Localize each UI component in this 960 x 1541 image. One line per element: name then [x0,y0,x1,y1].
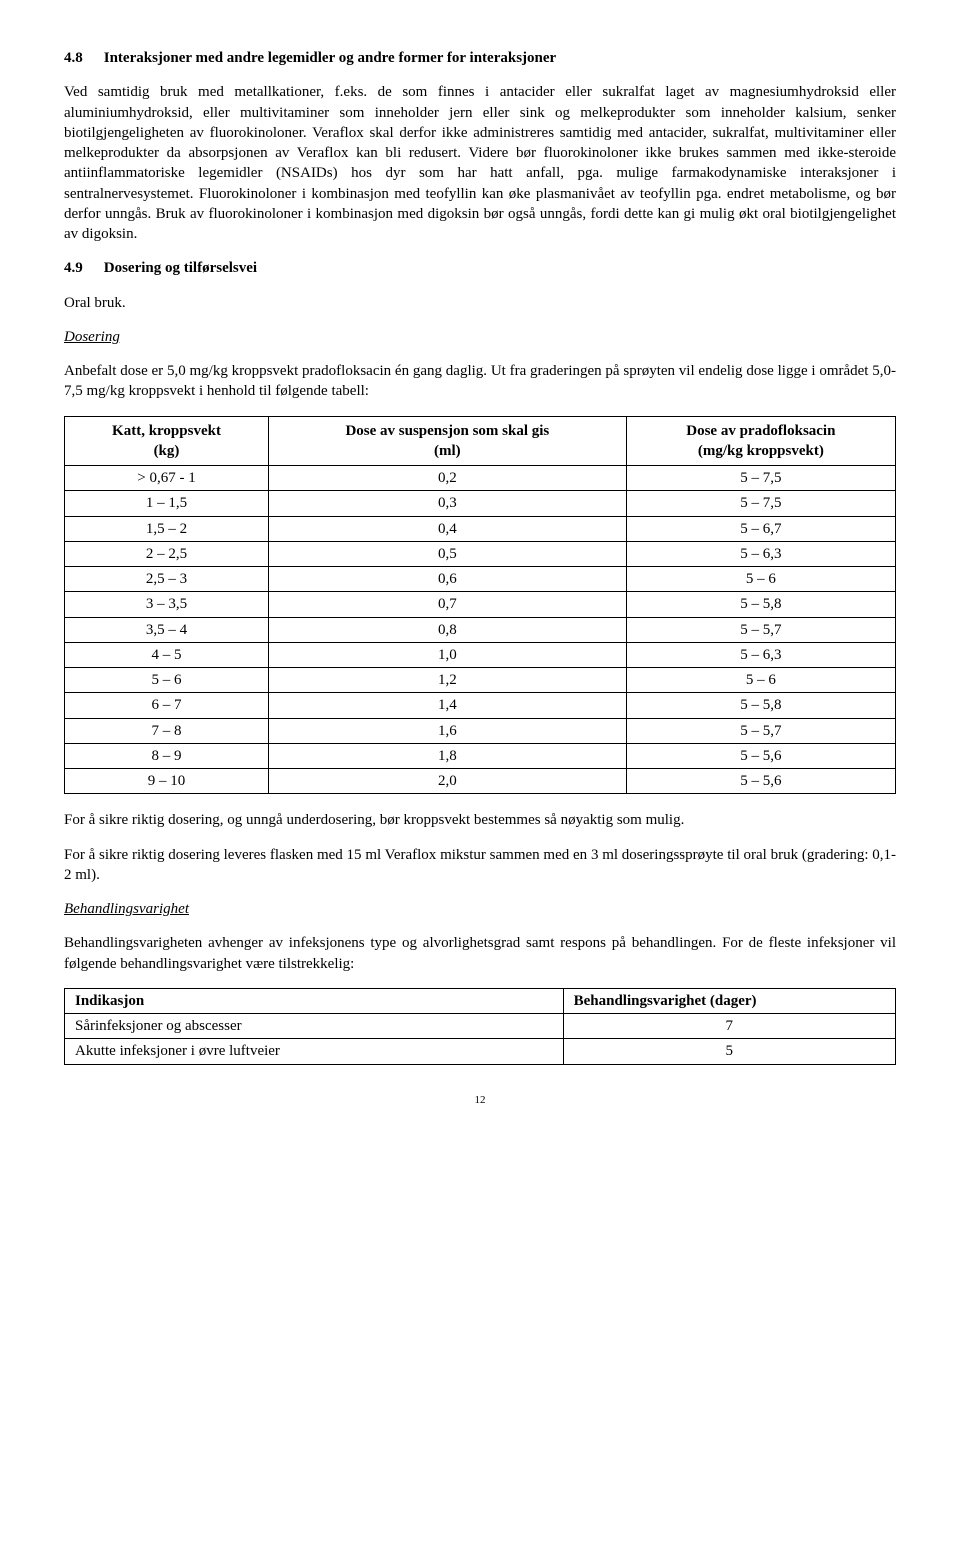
section-4-9-heading: 4.9 Dosering og tilførselsvei [64,258,896,278]
table-cell: Akutte infeksjoner i øvre luftveier [65,1039,564,1064]
table-row: > 0,67 - 10,25 – 7,5 [65,466,896,491]
table-cell: 0,6 [268,567,626,592]
oral-use-text: Oral bruk. [64,293,896,313]
table-cell: 2,5 – 3 [65,567,269,592]
table-cell: 2 – 2,5 [65,541,269,566]
section-number: 4.9 [64,258,100,278]
col-header-ml: Dose av suspensjon som skal gis (ml) [268,416,626,466]
col-header-weight: Katt, kroppsvekt (kg) [65,416,269,466]
table-cell: 5 – 5,7 [626,718,895,743]
table-cell: 5 – 5,6 [626,769,895,794]
table-row: 7 – 81,65 – 5,7 [65,718,896,743]
table-cell: 5 – 7,5 [626,491,895,516]
table-row: 2 – 2,50,55 – 6,3 [65,541,896,566]
table-row: 8 – 91,85 – 5,6 [65,743,896,768]
table-row: 4 – 51,05 – 6,3 [65,642,896,667]
table-header-row: Katt, kroppsvekt (kg) Dose av suspensjon… [65,416,896,466]
table-cell: 5 – 6,3 [626,541,895,566]
table-cell: 5 – 5,6 [626,743,895,768]
table-cell: 0,7 [268,592,626,617]
table-cell: 7 [563,1014,895,1039]
table-row: 1 – 1,50,35 – 7,5 [65,491,896,516]
table-cell: 1,4 [268,693,626,718]
table-cell: 8 – 9 [65,743,269,768]
table-cell: 5 – 7,5 [626,466,895,491]
table-row: 1,5 – 20,45 – 6,7 [65,516,896,541]
dosing-intro-paragraph: Anbefalt dose er 5,0 mg/kg kroppsvekt pr… [64,361,896,402]
dosing-note-2: For å sikre riktig dosering leveres flas… [64,845,896,886]
table-cell: 6 – 7 [65,693,269,718]
table-row: 5 – 61,25 – 6 [65,668,896,693]
section-title: Interaksjoner med andre legemidler og an… [104,50,556,66]
table-row: Akutte infeksjoner i øvre luftveier5 [65,1039,896,1064]
table-cell: 5 – 5,8 [626,693,895,718]
table-cell: 0,2 [268,466,626,491]
table-cell: 1,6 [268,718,626,743]
section-title: Dosering og tilførselsvei [104,260,257,276]
header-text: (kg) [154,443,180,459]
dosing-table: Katt, kroppsvekt (kg) Dose av suspensjon… [64,416,896,795]
table-cell: 5 – 6,7 [626,516,895,541]
table-row: 9 – 102,05 – 5,6 [65,769,896,794]
table-row: 2,5 – 30,65 – 6 [65,567,896,592]
table-row: 6 – 71,45 – 5,8 [65,693,896,718]
section-4-8-paragraph: Ved samtidig bruk med metallkationer, f.… [64,82,896,244]
dosing-note-1: For å sikre riktig dosering, og unngå un… [64,810,896,830]
page-number: 12 [64,1093,896,1108]
table-cell: 3,5 – 4 [65,617,269,642]
table-cell: 5 [563,1039,895,1064]
table-row: 3,5 – 40,85 – 5,7 [65,617,896,642]
dosing-subheading: Dosering [64,327,896,347]
table-cell: 0,8 [268,617,626,642]
table-cell: 5 – 6 [65,668,269,693]
duration-paragraph: Behandlingsvarigheten avhenger av infeks… [64,933,896,974]
section-number: 4.8 [64,48,100,68]
header-text: Dose av suspensjon som skal gis [345,423,549,439]
header-text: (ml) [434,443,461,459]
table-cell: 9 – 10 [65,769,269,794]
col-header-days: Behandlingsvarighet (dager) [563,988,895,1013]
table-cell: 5 – 5,8 [626,592,895,617]
table-cell: 2,0 [268,769,626,794]
table-cell: 5 – 6,3 [626,642,895,667]
table-cell: 5 – 6 [626,668,895,693]
table-cell: 0,5 [268,541,626,566]
table-cell: 1 – 1,5 [65,491,269,516]
duration-table: Indikasjon Behandlingsvarighet (dager) S… [64,988,896,1065]
table-cell: 1,0 [268,642,626,667]
col-header-dose: Dose av pradofloksacin (mg/kg kroppsvekt… [626,416,895,466]
col-header-indication: Indikasjon [65,988,564,1013]
table-row: 3 – 3,50,75 – 5,8 [65,592,896,617]
header-text: Katt, kroppsvekt [112,423,221,439]
header-text: (mg/kg kroppsvekt) [698,443,824,459]
header-text: Dose av pradofloksacin [686,423,835,439]
table-cell: 7 – 8 [65,718,269,743]
table-cell: 0,3 [268,491,626,516]
table-cell: 3 – 3,5 [65,592,269,617]
table-cell: 1,2 [268,668,626,693]
table-cell: 4 – 5 [65,642,269,667]
table-cell: > 0,67 - 1 [65,466,269,491]
section-4-8-heading: 4.8 Interaksjoner med andre legemidler o… [64,48,896,68]
table-cell: 5 – 5,7 [626,617,895,642]
table-header-row: Indikasjon Behandlingsvarighet (dager) [65,988,896,1013]
table-cell: 1,8 [268,743,626,768]
table-cell: Sårinfeksjoner og abscesser [65,1014,564,1039]
table-cell: 0,4 [268,516,626,541]
table-cell: 5 – 6 [626,567,895,592]
duration-subheading: Behandlingsvarighet [64,899,896,919]
table-cell: 1,5 – 2 [65,516,269,541]
table-row: Sårinfeksjoner og abscesser7 [65,1014,896,1039]
